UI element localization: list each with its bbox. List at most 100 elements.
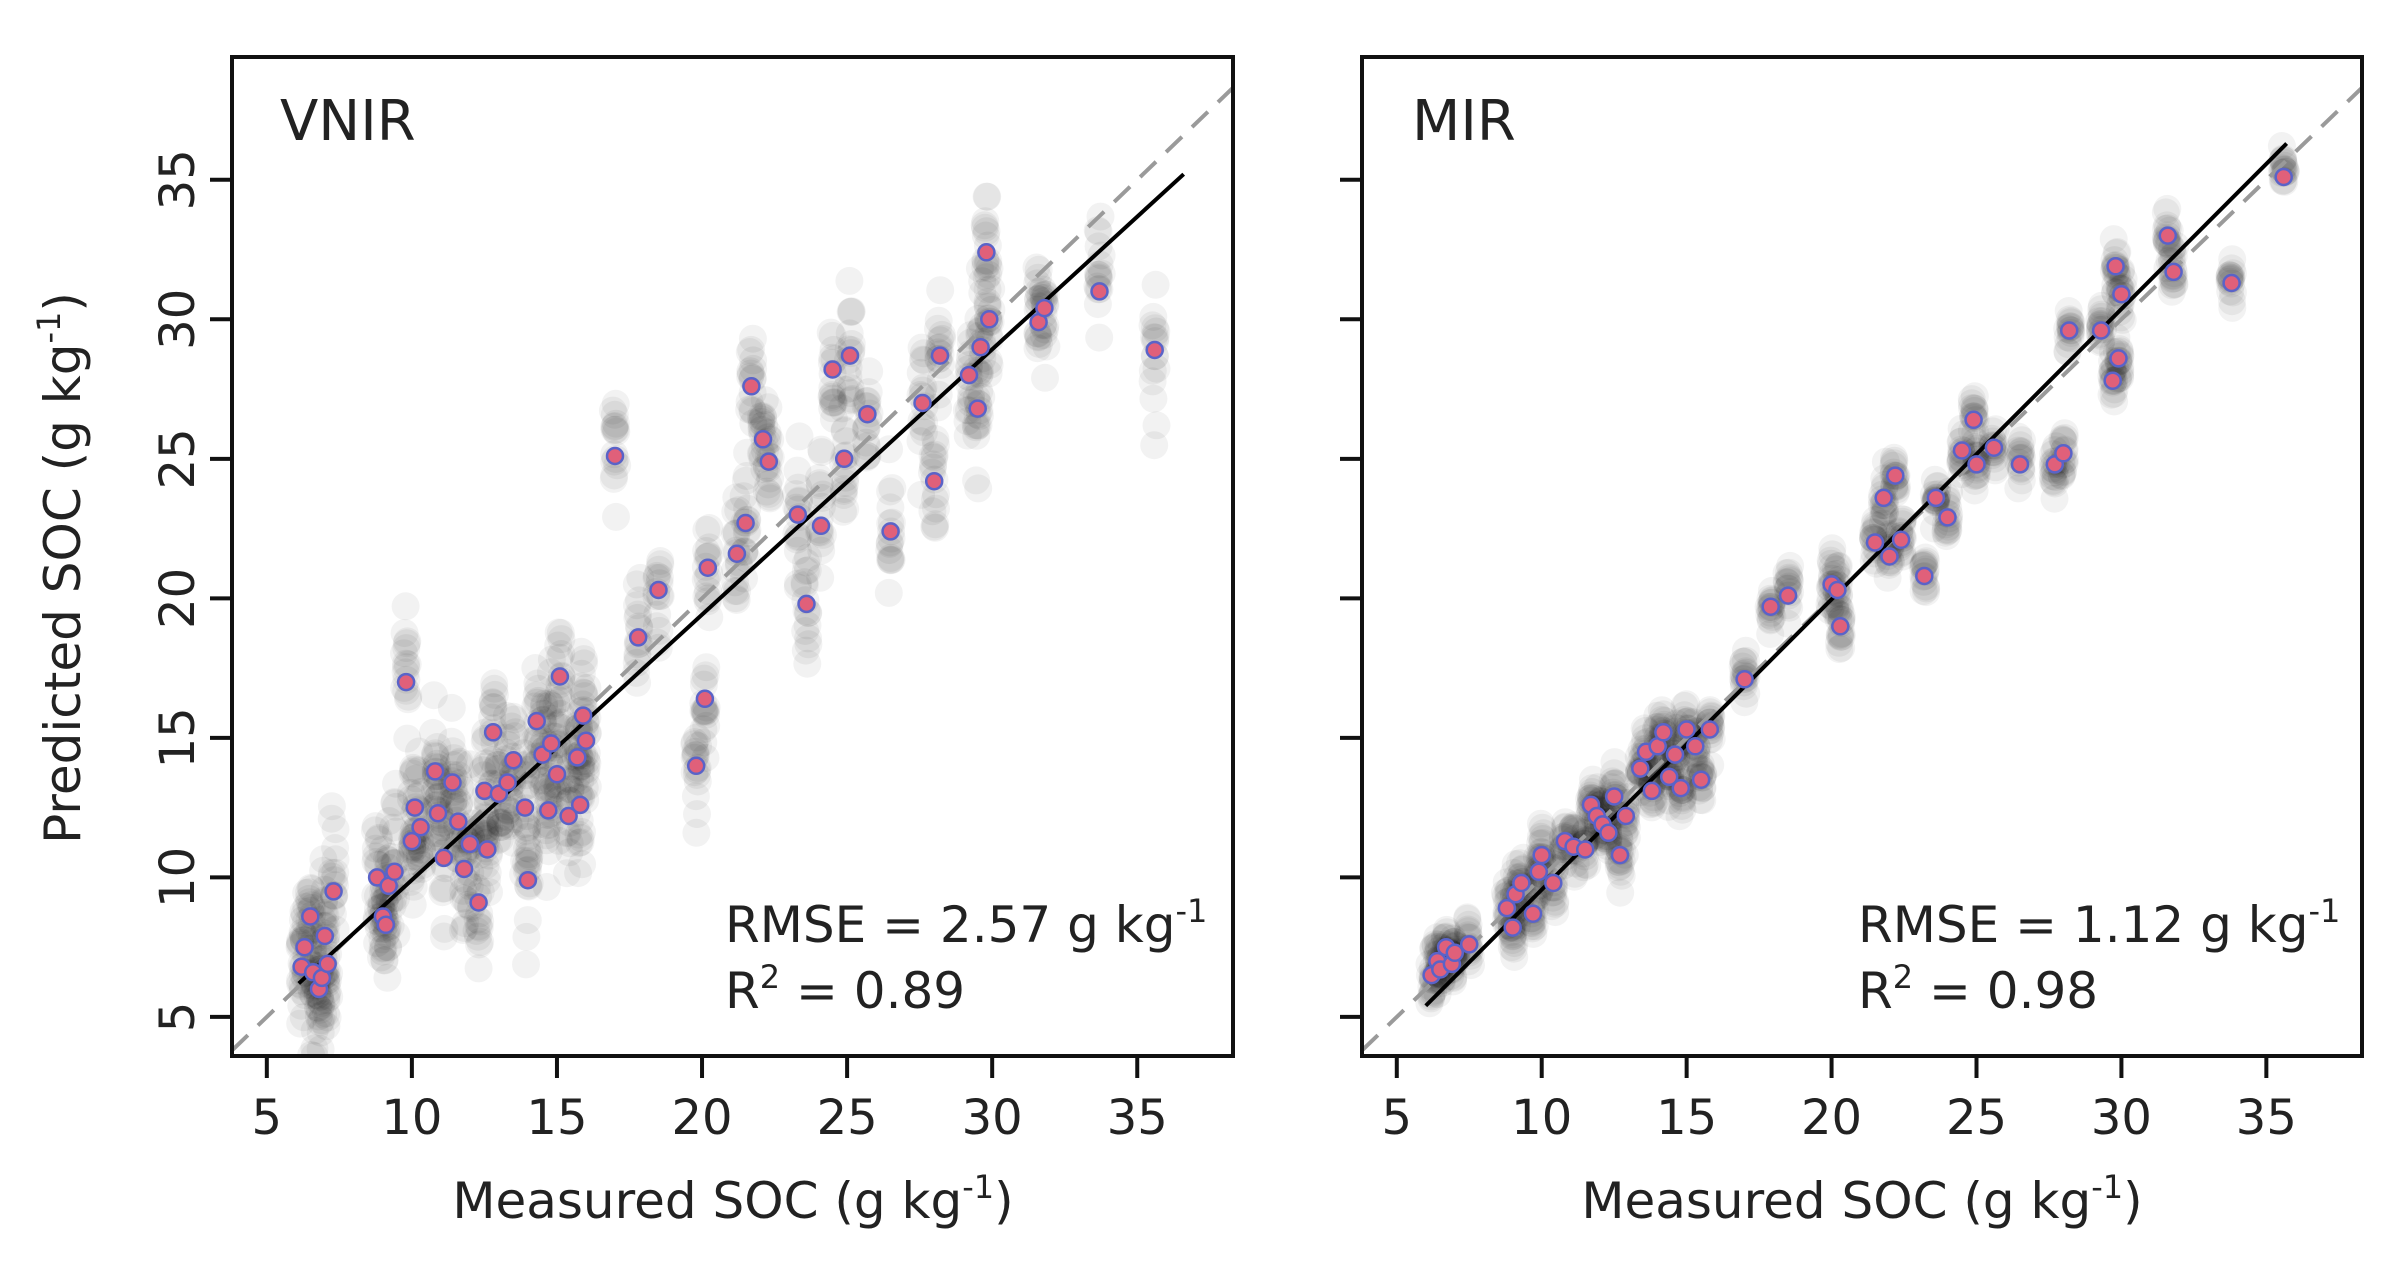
cloud-mark: [524, 686, 553, 715]
cloud-mark: [924, 380, 953, 409]
vnir-data-point: [385, 862, 404, 882]
cloud-mark: [1023, 334, 1052, 363]
cloud-mark: [1880, 443, 1908, 472]
cloud-mark: [738, 324, 767, 353]
cloud-mark: [1815, 596, 1844, 625]
mir-data-point: [2222, 273, 2241, 293]
vnir-data-point: [428, 803, 448, 823]
cloud-mark: [515, 842, 544, 871]
cloud-mark: [756, 482, 785, 511]
cloud-mark: [428, 874, 457, 903]
vnir-data-point: [402, 831, 422, 851]
cloud-mark: [381, 817, 410, 846]
cloud-mark: [921, 430, 950, 459]
mir-data-point: [1610, 845, 1630, 865]
cloud-mark: [792, 548, 821, 577]
cloud-mark: [738, 397, 767, 425]
vnir-data-point: [318, 954, 337, 974]
cloud-mark: [363, 929, 392, 958]
cloud-mark: [1610, 819, 1639, 848]
mir-fit-line: [1424, 142, 2289, 1008]
cloud-mark: [965, 377, 994, 406]
cloud-mark: [1084, 263, 1113, 292]
cloud-mark: [601, 389, 630, 418]
cloud-mark: [451, 909, 480, 938]
cloud-mark: [286, 1009, 315, 1038]
cloud-mark: [818, 394, 847, 423]
cloud-mark: [1932, 522, 1961, 551]
cloud-mark: [532, 816, 561, 845]
cloud-mark: [1083, 260, 1112, 289]
mir-data-point: [2109, 349, 2128, 368]
vnir-x-tick-label: 25: [817, 1090, 878, 1146]
cloud-mark: [473, 866, 502, 895]
mir-data-point: [2112, 284, 2131, 304]
cloud-mark: [755, 484, 784, 513]
cloud-mark: [534, 777, 562, 806]
vnir-data-point: [727, 544, 747, 563]
cloud-mark: [602, 502, 630, 531]
cloud-mark: [782, 519, 811, 548]
cloud-mark: [680, 728, 709, 757]
cloud-mark: [513, 823, 542, 851]
cloud-mark: [623, 642, 652, 671]
cloud-mark: [361, 848, 390, 876]
cloud-mark: [971, 207, 1000, 236]
vnir-data-point: [573, 706, 593, 725]
cloud-mark: [926, 276, 955, 305]
cloud-mark: [692, 515, 721, 544]
cloud-mark: [1948, 451, 1977, 480]
vnir-data-point: [840, 346, 860, 365]
vnir-data-point: [460, 834, 480, 854]
cloud-mark: [835, 319, 864, 348]
cloud-mark: [1551, 812, 1580, 841]
cloud-mark: [837, 297, 866, 326]
cloud-mark: [829, 481, 858, 509]
cloud-mark: [1606, 878, 1635, 907]
cloud-mark: [784, 473, 813, 502]
cloud-mark: [552, 859, 581, 888]
mir-data-point: [1604, 787, 1624, 806]
cloud-mark: [562, 764, 591, 793]
cloud-mark: [695, 533, 724, 562]
cloud-mark: [312, 1012, 341, 1041]
cloud-mark: [831, 375, 860, 404]
cloud-mark: [918, 441, 947, 470]
cloud-mark: [393, 724, 422, 753]
cloud-mark: [542, 711, 571, 740]
cloud-mark: [971, 252, 1000, 281]
vnir-points: [292, 243, 1164, 999]
cloud-mark: [1031, 363, 1059, 392]
mir-data-point: [2103, 371, 2122, 390]
vnir-x-tick-label: 35: [1107, 1090, 1168, 1146]
cloud-mark: [644, 633, 673, 662]
vnir-data-point: [930, 346, 950, 365]
cloud-mark: [908, 345, 937, 374]
cloud-mark: [512, 849, 541, 878]
cloud-mark: [437, 693, 466, 722]
cloud-mark: [445, 747, 474, 776]
cloud-mark: [907, 333, 936, 362]
cloud-mark: [735, 387, 764, 416]
vnir-data-point: [411, 817, 430, 837]
vnir-data-point: [449, 812, 468, 831]
cloud-mark: [909, 339, 938, 368]
cloud-mark: [646, 547, 675, 575]
vnir-data-point: [788, 505, 808, 524]
cloud-mark: [1600, 759, 1629, 788]
cloud-mark: [486, 808, 515, 837]
mir-data-point: [1735, 670, 1754, 689]
cloud-mark: [791, 617, 820, 645]
cloud-mark: [830, 475, 859, 504]
cloud-mark: [420, 741, 449, 770]
vnir-data-point: [498, 773, 517, 792]
cloud-mark: [364, 825, 393, 854]
cloud-mark: [424, 782, 453, 811]
cloud-mark: [642, 612, 671, 641]
cloud-mark: [471, 851, 500, 880]
cloud-mark: [829, 497, 857, 526]
cloud-mark: [571, 759, 600, 788]
cloud-mark: [360, 816, 389, 845]
cloud-mark: [382, 769, 410, 798]
cloud-mark: [295, 884, 323, 913]
